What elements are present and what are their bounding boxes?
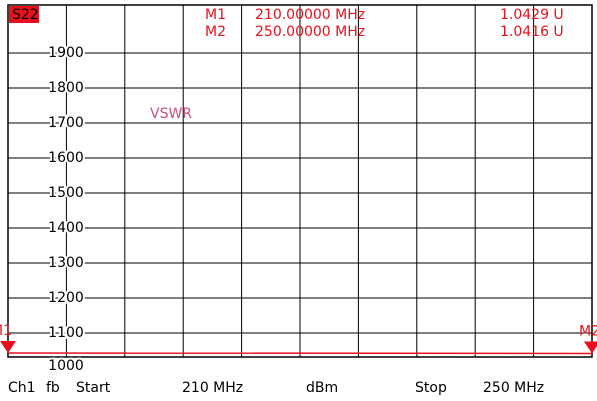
marker-value: 1.0416 U	[500, 24, 564, 40]
unit: dBm	[306, 380, 338, 396]
channel: Ch1	[8, 380, 36, 396]
marker-name: M1	[205, 7, 226, 23]
marker-frequency: 210.00000 MHz	[255, 7, 365, 23]
y-tick-label: 1900	[48, 45, 84, 61]
parameter-label: S22	[12, 7, 39, 23]
mode: fb	[46, 380, 60, 396]
y-tick-label: 1700	[48, 115, 84, 131]
y-tick-label: 1400	[48, 220, 84, 236]
y-tick-label: 1000	[48, 358, 84, 374]
marker-triangle	[584, 341, 597, 354]
y-tick-label: 1800	[48, 80, 84, 96]
stop-text: Stop	[415, 380, 447, 396]
marker-name: M2	[205, 24, 226, 40]
marker-tag: M2	[579, 323, 597, 339]
y-tick-label: 1600	[48, 150, 84, 166]
y-tick-label: 1100	[48, 325, 84, 341]
y-tick-label: 1500	[48, 185, 84, 201]
stop-label: 250 MHz	[483, 380, 544, 396]
y-tick-label: 1200	[48, 290, 84, 306]
marker-triangle	[0, 340, 16, 353]
format-label: VSWR	[150, 106, 192, 122]
marker-tag: M1	[0, 323, 12, 339]
marker-value: 1.0429 U	[500, 7, 564, 23]
y-tick-label: 1300	[48, 255, 84, 271]
plot-frame	[7, 4, 593, 358]
start-label: 210 MHz	[182, 380, 243, 396]
parameter-badge	[9, 6, 39, 23]
marker-frequency: 250.00000 MHz	[255, 24, 365, 40]
start-text: Start	[76, 380, 111, 396]
